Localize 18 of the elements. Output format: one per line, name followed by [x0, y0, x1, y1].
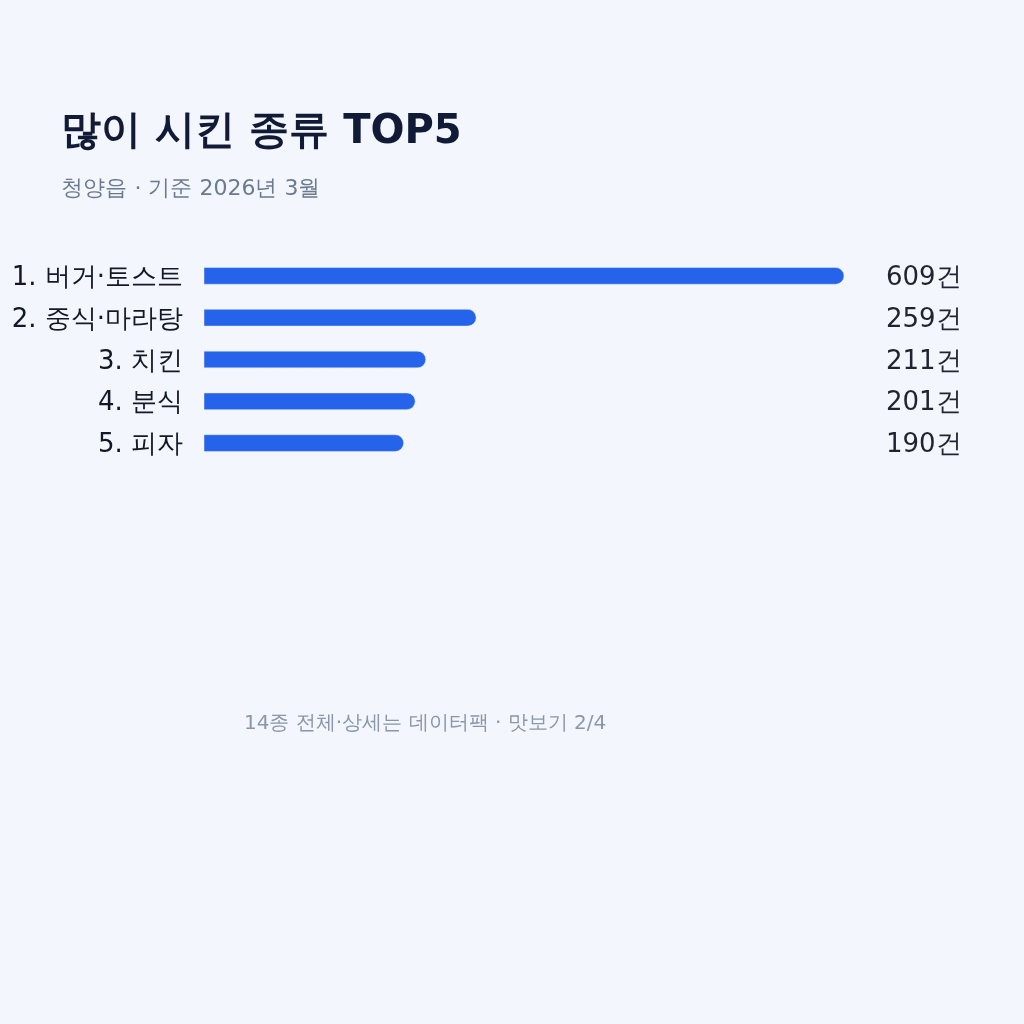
y-tick-label: 4. 분식: [97, 386, 183, 417]
bar: [204, 392, 416, 410]
y-tick-label: 3. 치킨: [97, 344, 183, 375]
bar: [204, 434, 404, 452]
bar: [204, 267, 844, 285]
data-label: 259건: [886, 303, 962, 333]
data-label: 609건: [886, 261, 962, 291]
data-label: 190건: [886, 428, 962, 458]
data-label: 211건: [886, 345, 962, 375]
bar: [204, 350, 426, 369]
y-tick-label: 1. 버거·토스트: [11, 261, 183, 291]
data-label: 201건: [886, 386, 962, 416]
bar: [204, 309, 477, 327]
y-tick-label: 5. 피자: [97, 428, 183, 459]
chart-title: 많이 시킨 종류 TOP5: [61, 106, 462, 153]
y-tick-label: 2. 중식·마라탕: [11, 302, 183, 333]
text: 14종 전체·상세는 데이터팩 · 맛보기 2/4: [244, 710, 607, 734]
chart-subtitle: 청양읍 · 기준 2026년 3월: [61, 175, 321, 201]
